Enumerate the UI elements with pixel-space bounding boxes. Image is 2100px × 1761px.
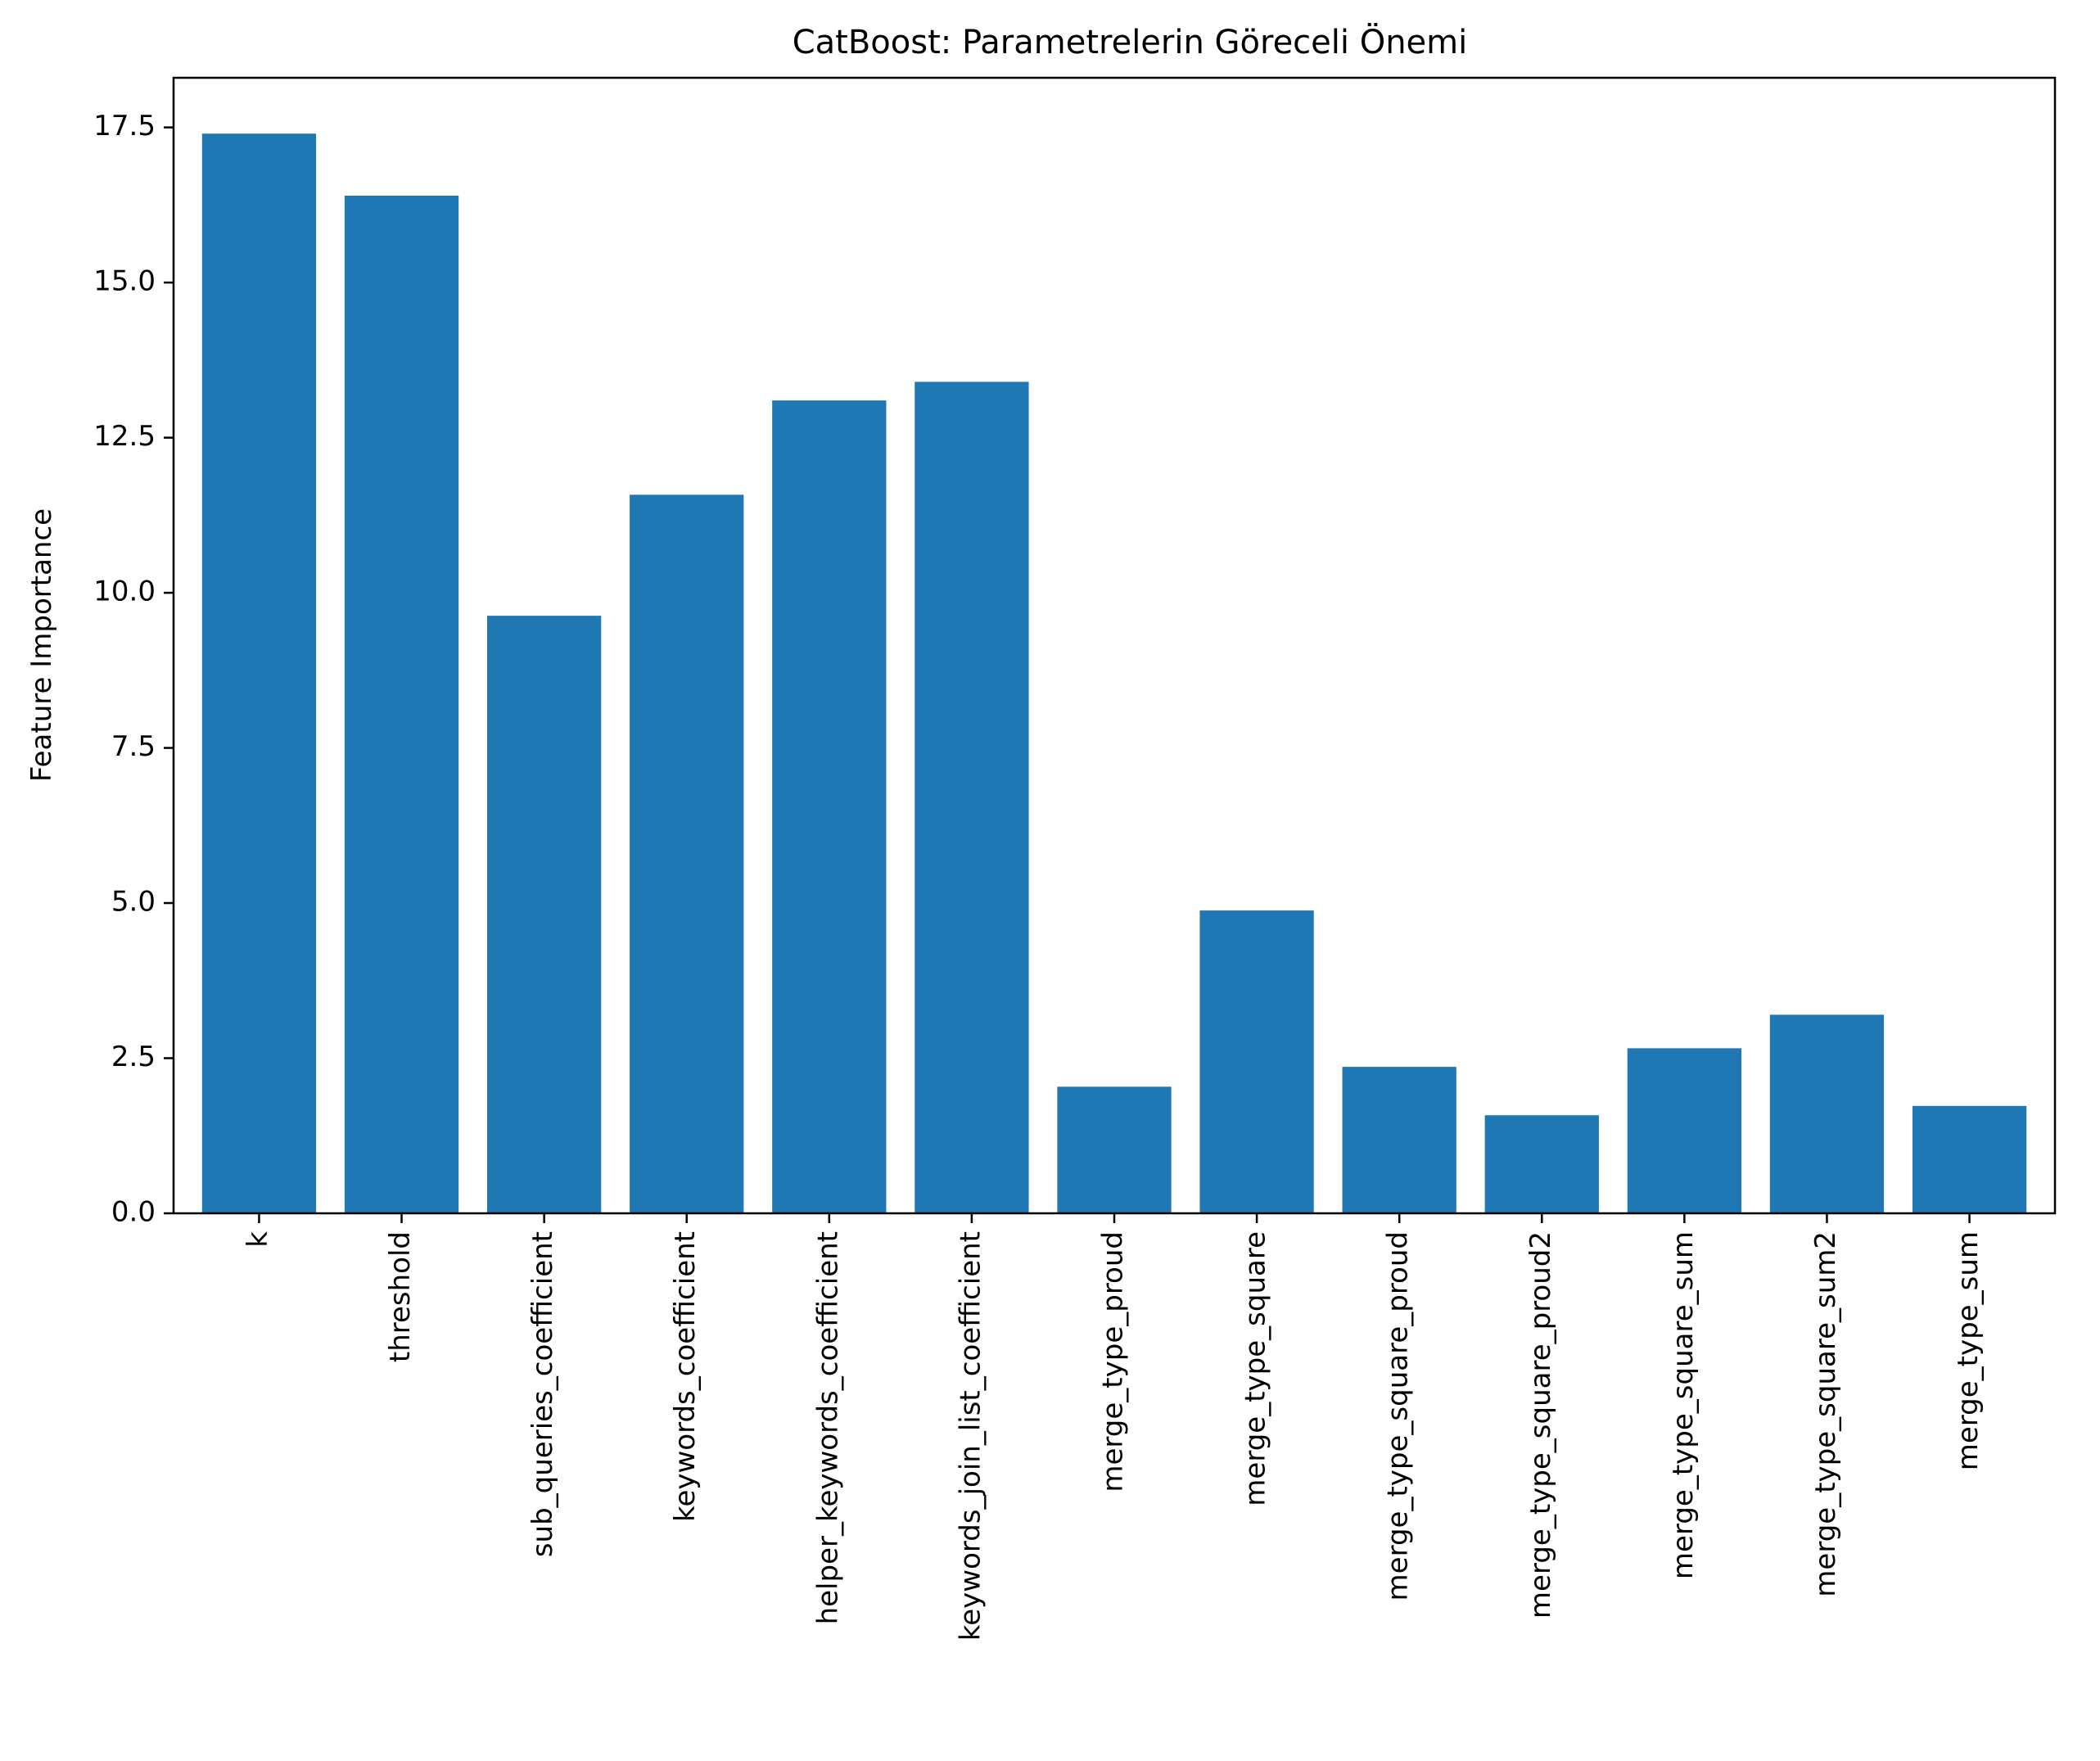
y-tick-label: 5.0 [111,886,156,919]
bar-merge_type_square_proud [1342,1067,1456,1213]
x-tick-label: merge_type_square [1240,1231,1272,1506]
bar-merge_type_square_sum [1627,1048,1741,1213]
chart-title: CatBoost: Parametrelerin Göreceli Önemi [793,22,1468,61]
x-tick-label: threshold [384,1231,417,1362]
y-tick-label: 7.5 [111,730,156,763]
x-tick-label: k [242,1231,274,1248]
y-tick-label: 10.0 [93,576,156,608]
y-tick-label: 17.5 [93,110,156,142]
bar-merge_type_sum [1912,1105,2027,1213]
x-tick-label: merge_type_square_sum [1667,1231,1700,1579]
bar-merge_type_square_proud2 [1484,1115,1599,1213]
x-axis: k threshold sub_queries_coefficient keyword… [242,1213,1985,1641]
x-tick-label: merge_type_sum [1952,1231,1985,1470]
bar-k [201,133,317,1213]
x-tick-label: merge_type_square_proud2 [1524,1231,1557,1619]
bar-sub_queries_coefficient [487,616,602,1213]
y-axis-label: Feature Importance [25,508,58,782]
x-tick-label: keywords_join_list_coefficient [954,1231,987,1641]
y-tick-label: 0.0 [111,1196,156,1229]
bar-helper_keywords_coefficient [772,400,887,1213]
x-tick-label: merge_type_proud [1097,1231,1130,1492]
bar-keywords_coefficient [630,494,744,1213]
bar-merge_type_proud [1057,1086,1172,1213]
y-axis: 0.0 2.5 5.0 7.5 10.0 12.5 15.0 17.5 [93,110,174,1229]
plot-frame [172,76,2057,1215]
bars-group [201,133,2027,1213]
y-tick-label: 15.0 [93,265,156,298]
x-tick-label: keywords_coefficient [669,1231,702,1522]
bar-merge_type_square_sum2 [1769,1014,1885,1213]
x-tick-label: helper_keywords_coefficient [811,1231,844,1624]
bar-threshold [344,196,459,1213]
x-tick-label: sub_queries_coefficient [526,1231,559,1557]
x-tick-label: merge_type_square_proud [1382,1231,1415,1601]
y-tick-label: 12.5 [93,420,156,453]
bar-keywords_join_list_coefficient [915,382,1029,1213]
bar-merge_type_square [1199,910,1314,1213]
x-tick-label: merge_type_square_sum2 [1809,1231,1842,1597]
y-tick-label: 2.5 [111,1041,156,1073]
